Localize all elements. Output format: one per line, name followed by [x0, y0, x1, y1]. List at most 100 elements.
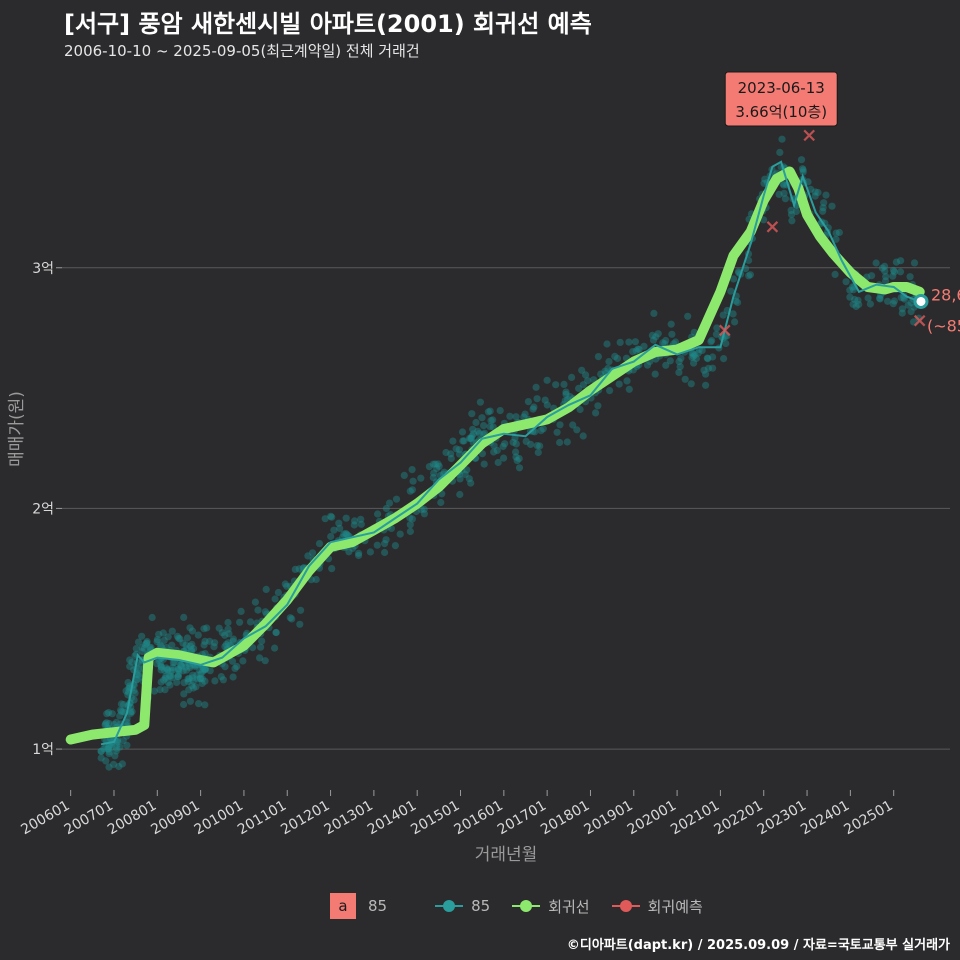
scatter-point: [286, 614, 294, 622]
scatter-point: [168, 641, 176, 649]
legend-item-label: 회귀예측: [647, 897, 703, 916]
scatter-point: [520, 413, 528, 421]
scatter-point: [189, 684, 197, 692]
legend-item-regression[interactable]: 회귀선: [512, 896, 590, 917]
scatter-point: [312, 575, 320, 584]
scatter-point: [188, 682, 196, 690]
scatter-point: [910, 259, 919, 267]
scatter-point: [105, 748, 113, 756]
scatter-point: [177, 661, 185, 670]
scatter-point: [889, 266, 898, 274]
scatter-point: [458, 428, 467, 436]
scatter-point: [475, 429, 483, 438]
scatter-point: [499, 442, 507, 451]
scatter-point: [425, 463, 433, 471]
x-tick-label: 201101: [235, 798, 289, 839]
scatter-point: [878, 264, 886, 272]
scatter-point: [889, 272, 897, 280]
scatter-point: [849, 300, 857, 308]
scatter-point: [799, 168, 807, 176]
scatter-point: [97, 747, 105, 755]
scatter-point: [183, 634, 191, 642]
legend-item-label: 회귀선: [548, 897, 590, 916]
scatter-point: [201, 637, 209, 646]
scatter-point: [780, 181, 788, 189]
scatter-point: [147, 643, 155, 652]
scatter-point: [568, 373, 576, 381]
scatter-point: [175, 634, 183, 642]
scatter-point: [283, 582, 291, 590]
scatter-point: [713, 324, 721, 332]
scatter-point: [560, 380, 568, 388]
scatter-point: [651, 370, 659, 378]
scatter-point: [698, 346, 706, 354]
scatter-point: [819, 207, 827, 215]
scatter-point: [271, 595, 279, 603]
scatter-point: [456, 450, 464, 458]
scatter-point: [623, 377, 631, 385]
scatter-point: [429, 460, 437, 468]
scatter-point: [484, 408, 492, 416]
scatter-point: [111, 752, 119, 760]
scatter-point: [449, 437, 457, 445]
scatter-point: [357, 520, 365, 528]
scatter-point: [876, 294, 884, 302]
scatter-point: [186, 664, 194, 672]
scatter-point: [210, 643, 218, 651]
scatter-point: [117, 707, 126, 716]
scatter-point: [104, 745, 112, 753]
scatter-point: [211, 677, 219, 685]
legend-item-prediction[interactable]: 회귀예측: [611, 896, 703, 917]
scatter-point: [180, 679, 188, 687]
legend-item-85[interactable]: 85: [435, 896, 490, 916]
scatter-point: [188, 627, 197, 635]
scatter-point: [533, 442, 541, 450]
scatter-point: [455, 446, 463, 454]
scatter-point: [730, 275, 738, 283]
scatter-point: [110, 720, 118, 729]
scatter-point: [157, 661, 165, 669]
scatter-point: [309, 549, 317, 557]
scatter-point: [487, 417, 495, 425]
scatter-point: [615, 380, 623, 388]
scatter-point: [217, 673, 225, 681]
scatter-point: [532, 383, 540, 391]
scatter-point: [97, 754, 105, 762]
scatter-point: [281, 580, 289, 588]
scatter-point: [148, 613, 156, 622]
scatter-point: [676, 363, 684, 371]
scatter-point: [515, 455, 523, 463]
scatter-point: [200, 625, 208, 633]
scatter-point: [461, 470, 469, 478]
scatter-point: [156, 686, 164, 694]
scatter-point: [143, 637, 151, 646]
scatter-point: [102, 757, 110, 765]
scatter-point: [631, 338, 640, 346]
scatter-point: [512, 453, 520, 461]
scatter-point: [889, 300, 897, 308]
scatter-point: [576, 405, 584, 414]
scatter-point: [406, 487, 414, 495]
scatter-point: [194, 631, 202, 639]
scatter-point: [178, 662, 186, 670]
scatter-point: [527, 440, 535, 448]
scatter-point: [866, 300, 875, 308]
scatter-point: [460, 437, 468, 445]
y-tick-label: 3억: [32, 261, 54, 277]
scatter-point: [138, 644, 146, 652]
scatter-point: [897, 257, 905, 265]
scatter-point: [668, 330, 676, 338]
scatter-point: [842, 278, 850, 286]
scatter-point: [775, 190, 783, 198]
scatter-point: [512, 440, 520, 448]
scatter-point: [463, 466, 471, 474]
scatter-point: [798, 165, 807, 173]
peak-date-label: 2023-06-13: [738, 79, 825, 97]
scatter-point: [687, 380, 695, 388]
scatter-point: [146, 644, 154, 652]
scatter-point: [566, 393, 574, 401]
scatter-point: [180, 700, 188, 709]
scatter-point: [659, 339, 667, 347]
scatter-point: [529, 405, 537, 413]
scatter-point: [160, 636, 168, 645]
